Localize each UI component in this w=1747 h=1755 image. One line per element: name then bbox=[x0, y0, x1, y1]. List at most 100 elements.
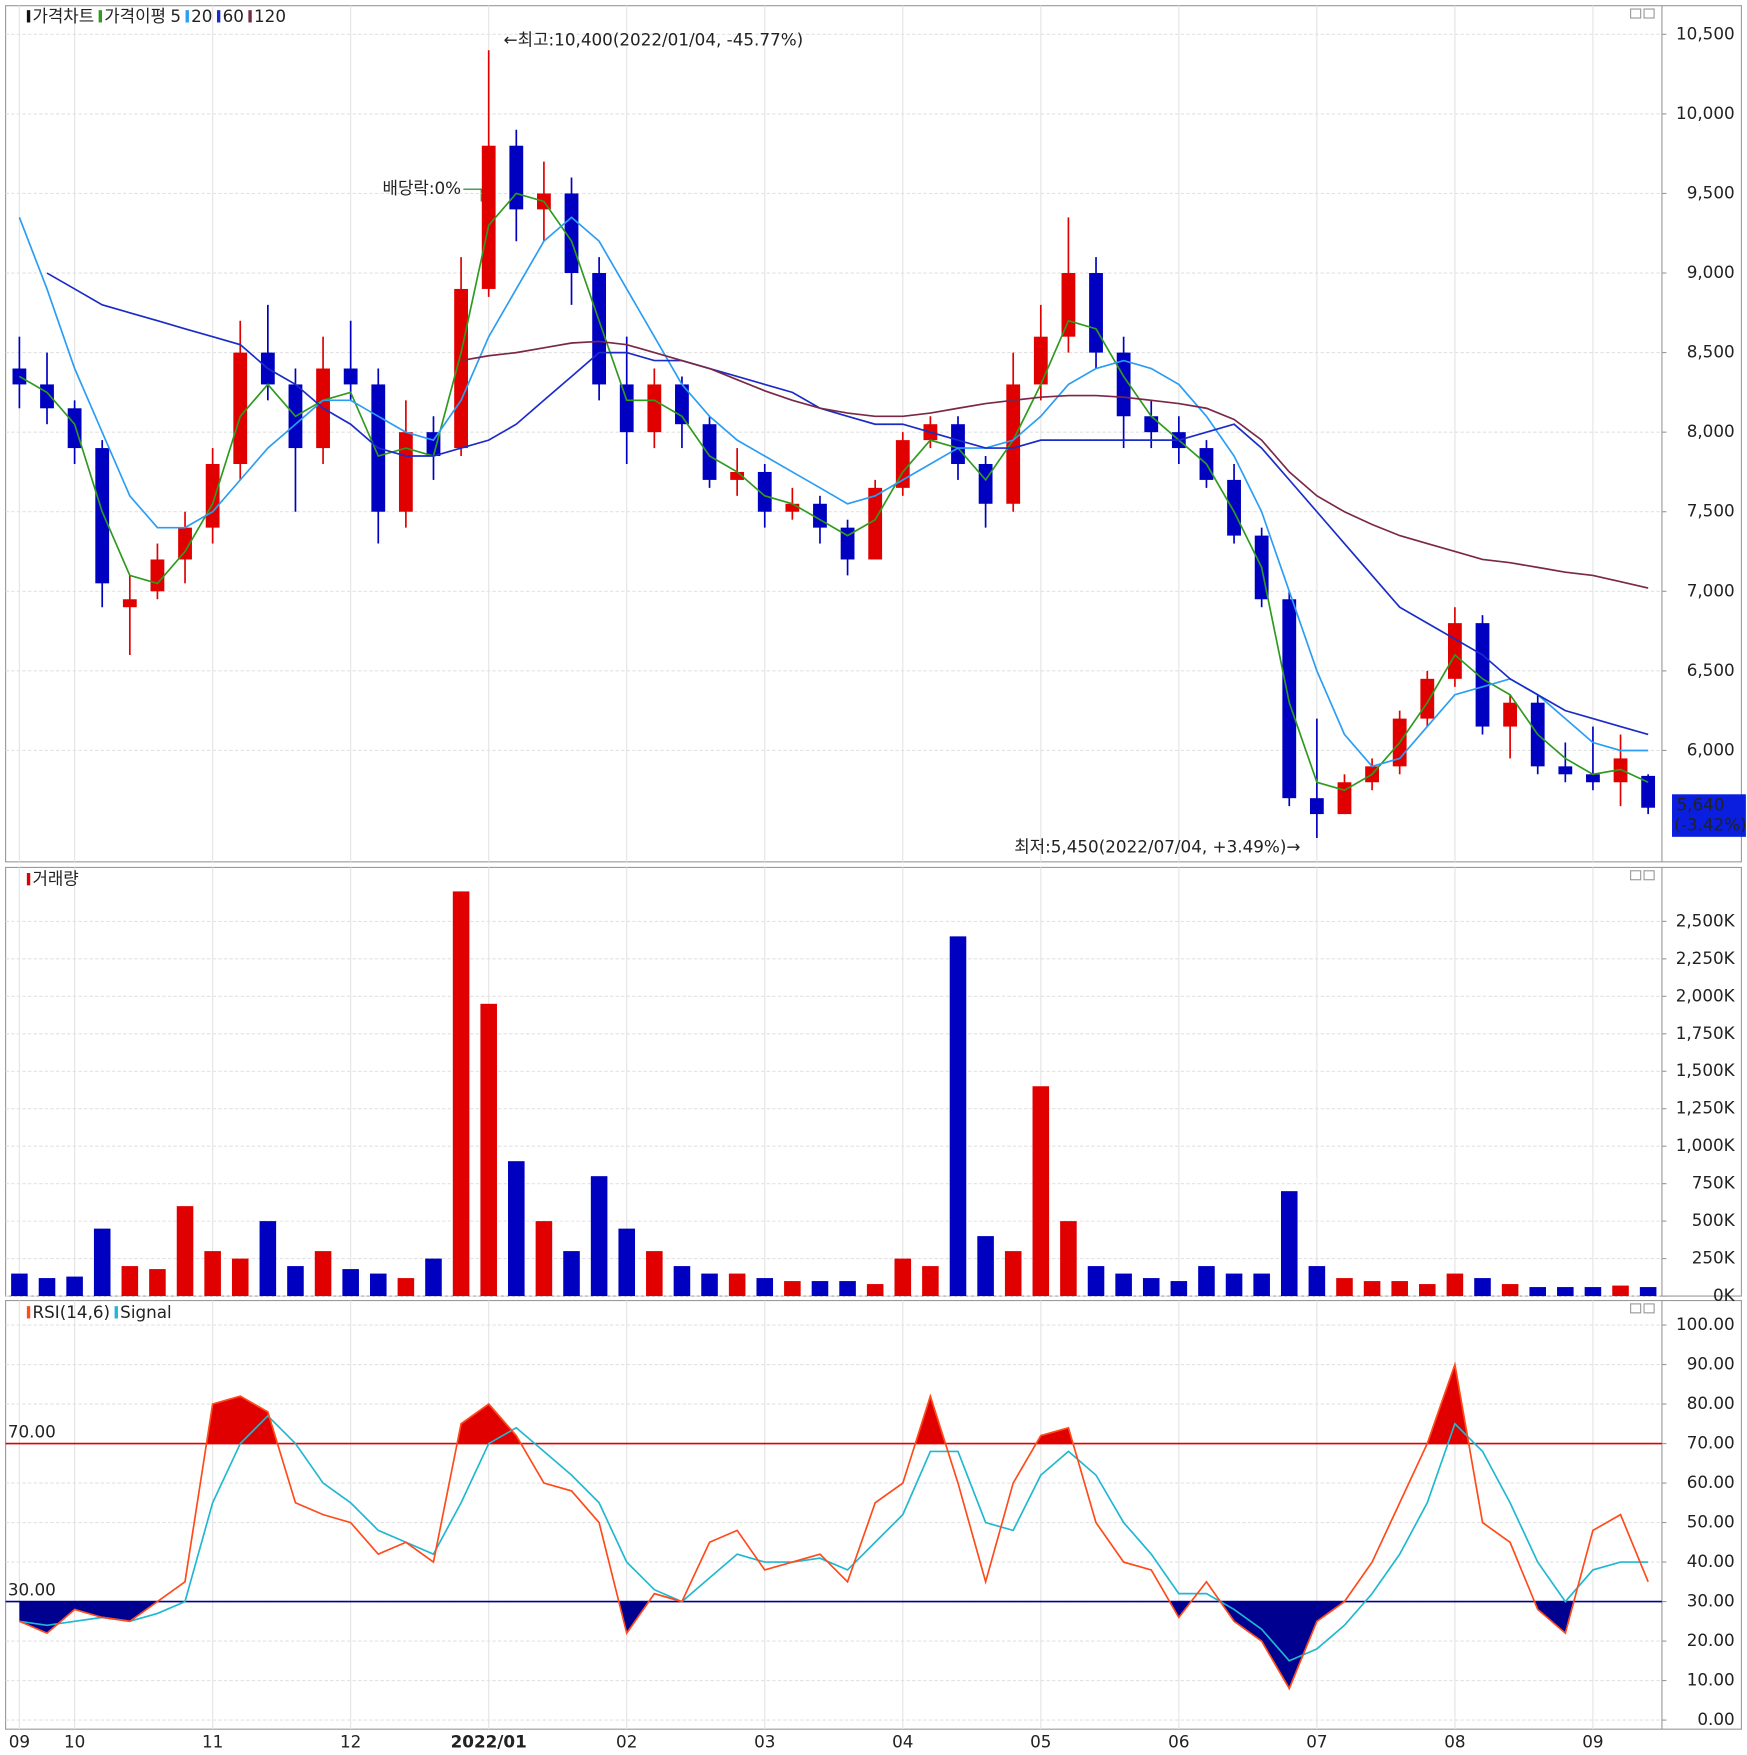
volume-bar bbox=[673, 1266, 691, 1297]
candle-body bbox=[1309, 798, 1324, 815]
moving-average bbox=[18, 192, 1649, 792]
legend-label: 20 bbox=[191, 6, 212, 26]
candle-body bbox=[951, 424, 965, 464]
volume-bar bbox=[1391, 1281, 1408, 1297]
volume-bar bbox=[1253, 1273, 1270, 1297]
x-tick-label: 11 bbox=[202, 1732, 223, 1752]
candle-body bbox=[1144, 416, 1159, 433]
x-tick-label: 05 bbox=[1030, 1732, 1051, 1752]
volume-bar bbox=[480, 1003, 497, 1297]
volume-bar bbox=[1087, 1266, 1105, 1297]
volume-bar bbox=[590, 1176, 608, 1297]
candle-body bbox=[840, 527, 855, 560]
candle-body bbox=[647, 384, 662, 433]
panel-button bbox=[1643, 870, 1655, 881]
candle-body bbox=[1061, 273, 1076, 337]
volume-bar bbox=[839, 1281, 856, 1297]
x-tick-label: 06 bbox=[1168, 1732, 1189, 1752]
y-tick-label: 10,000 bbox=[1676, 103, 1735, 123]
candle-body bbox=[1089, 273, 1103, 353]
legend-label: 60 bbox=[223, 6, 244, 26]
volume-bar bbox=[425, 1258, 442, 1297]
y-tick-label: 70.00 bbox=[1687, 1433, 1735, 1453]
candle-body bbox=[205, 463, 220, 528]
candle-body bbox=[40, 384, 54, 409]
volume-bar bbox=[1115, 1273, 1132, 1297]
level-label: 30.00 bbox=[8, 1579, 56, 1599]
candle-body bbox=[1503, 702, 1518, 727]
volume-bar bbox=[1612, 1285, 1629, 1297]
candle-body bbox=[454, 288, 468, 449]
x-tick-label: 07 bbox=[1306, 1732, 1327, 1752]
volume-bar bbox=[894, 1258, 912, 1297]
y-tick-label: 6,500 bbox=[1687, 660, 1735, 680]
y-tick-label: 90.00 bbox=[1687, 1354, 1735, 1374]
volume-bar bbox=[949, 936, 967, 1297]
y-tick-label: 2,500K bbox=[1676, 910, 1736, 930]
volume-bar bbox=[1446, 1273, 1464, 1297]
volume-bar bbox=[1004, 1251, 1022, 1297]
volume-bar bbox=[259, 1221, 277, 1297]
panel-button bbox=[1630, 870, 1642, 881]
candle-body bbox=[1420, 678, 1435, 719]
legend-marker bbox=[26, 10, 31, 23]
candle-body bbox=[1558, 766, 1573, 775]
volume-bar bbox=[93, 1228, 111, 1297]
candle-body bbox=[1227, 479, 1241, 536]
annotation: ←최고:10,400(2022/01/04, -45.77%) bbox=[504, 29, 804, 49]
x-tick-label: 08 bbox=[1444, 1732, 1465, 1752]
volume-bar bbox=[756, 1278, 774, 1297]
candle-body bbox=[868, 487, 883, 560]
moving-average bbox=[18, 216, 1649, 768]
x-tick-label: 09 bbox=[1582, 1732, 1603, 1752]
volume-bar bbox=[204, 1251, 221, 1297]
x-tick-label: 10 bbox=[64, 1732, 85, 1752]
volume-bar bbox=[1032, 1086, 1050, 1297]
y-tick-label: 30.00 bbox=[1687, 1591, 1735, 1611]
y-tick-label: 50.00 bbox=[1687, 1512, 1735, 1532]
volume-bar bbox=[977, 1236, 994, 1297]
y-tick-label: 2,000K bbox=[1676, 985, 1736, 1005]
panel-frame bbox=[5, 1299, 1742, 1730]
candle-body bbox=[426, 432, 441, 457]
volume-bar bbox=[11, 1273, 28, 1297]
panel-frame bbox=[5, 5, 1742, 863]
candle-body bbox=[150, 559, 165, 592]
volume-bar bbox=[1419, 1284, 1436, 1297]
volume-bar bbox=[1280, 1191, 1298, 1297]
candle-body bbox=[1586, 774, 1600, 783]
volume-bar bbox=[1142, 1278, 1160, 1297]
candle-body bbox=[178, 527, 192, 560]
candle-body bbox=[702, 424, 717, 480]
candle-body bbox=[95, 448, 110, 584]
indicator-line bbox=[19, 1414, 1649, 1662]
volume-bar bbox=[397, 1278, 415, 1297]
y-tick-label: 8,500 bbox=[1687, 342, 1735, 362]
legend-marker bbox=[26, 1306, 31, 1319]
y-tick-label: 6,000 bbox=[1687, 739, 1735, 759]
candle-body bbox=[978, 463, 993, 504]
y-tick-label: 10,500 bbox=[1676, 23, 1735, 43]
x-tick-label: 03 bbox=[754, 1732, 775, 1752]
volume-bar bbox=[922, 1266, 939, 1297]
y-tick-label: 10.00 bbox=[1687, 1670, 1735, 1690]
candle-body bbox=[509, 145, 524, 210]
y-tick-label: 7,000 bbox=[1687, 580, 1735, 600]
candle-body bbox=[481, 145, 496, 289]
y-tick-label: 750K bbox=[1692, 1173, 1736, 1193]
candle-body bbox=[619, 384, 634, 433]
volume-bar bbox=[1639, 1287, 1657, 1297]
candle-body bbox=[67, 408, 82, 449]
legend-label: 5 bbox=[170, 6, 181, 26]
volume-bar bbox=[1336, 1278, 1353, 1297]
volume-bar bbox=[452, 891, 470, 1297]
level-label: 70.00 bbox=[8, 1421, 56, 1441]
panel-button bbox=[1630, 8, 1642, 19]
volume-bar bbox=[149, 1269, 166, 1297]
x-tick-label: 04 bbox=[892, 1732, 913, 1752]
moving-average bbox=[46, 272, 1649, 736]
candle-body bbox=[1447, 623, 1462, 679]
volume-bar bbox=[811, 1281, 829, 1297]
